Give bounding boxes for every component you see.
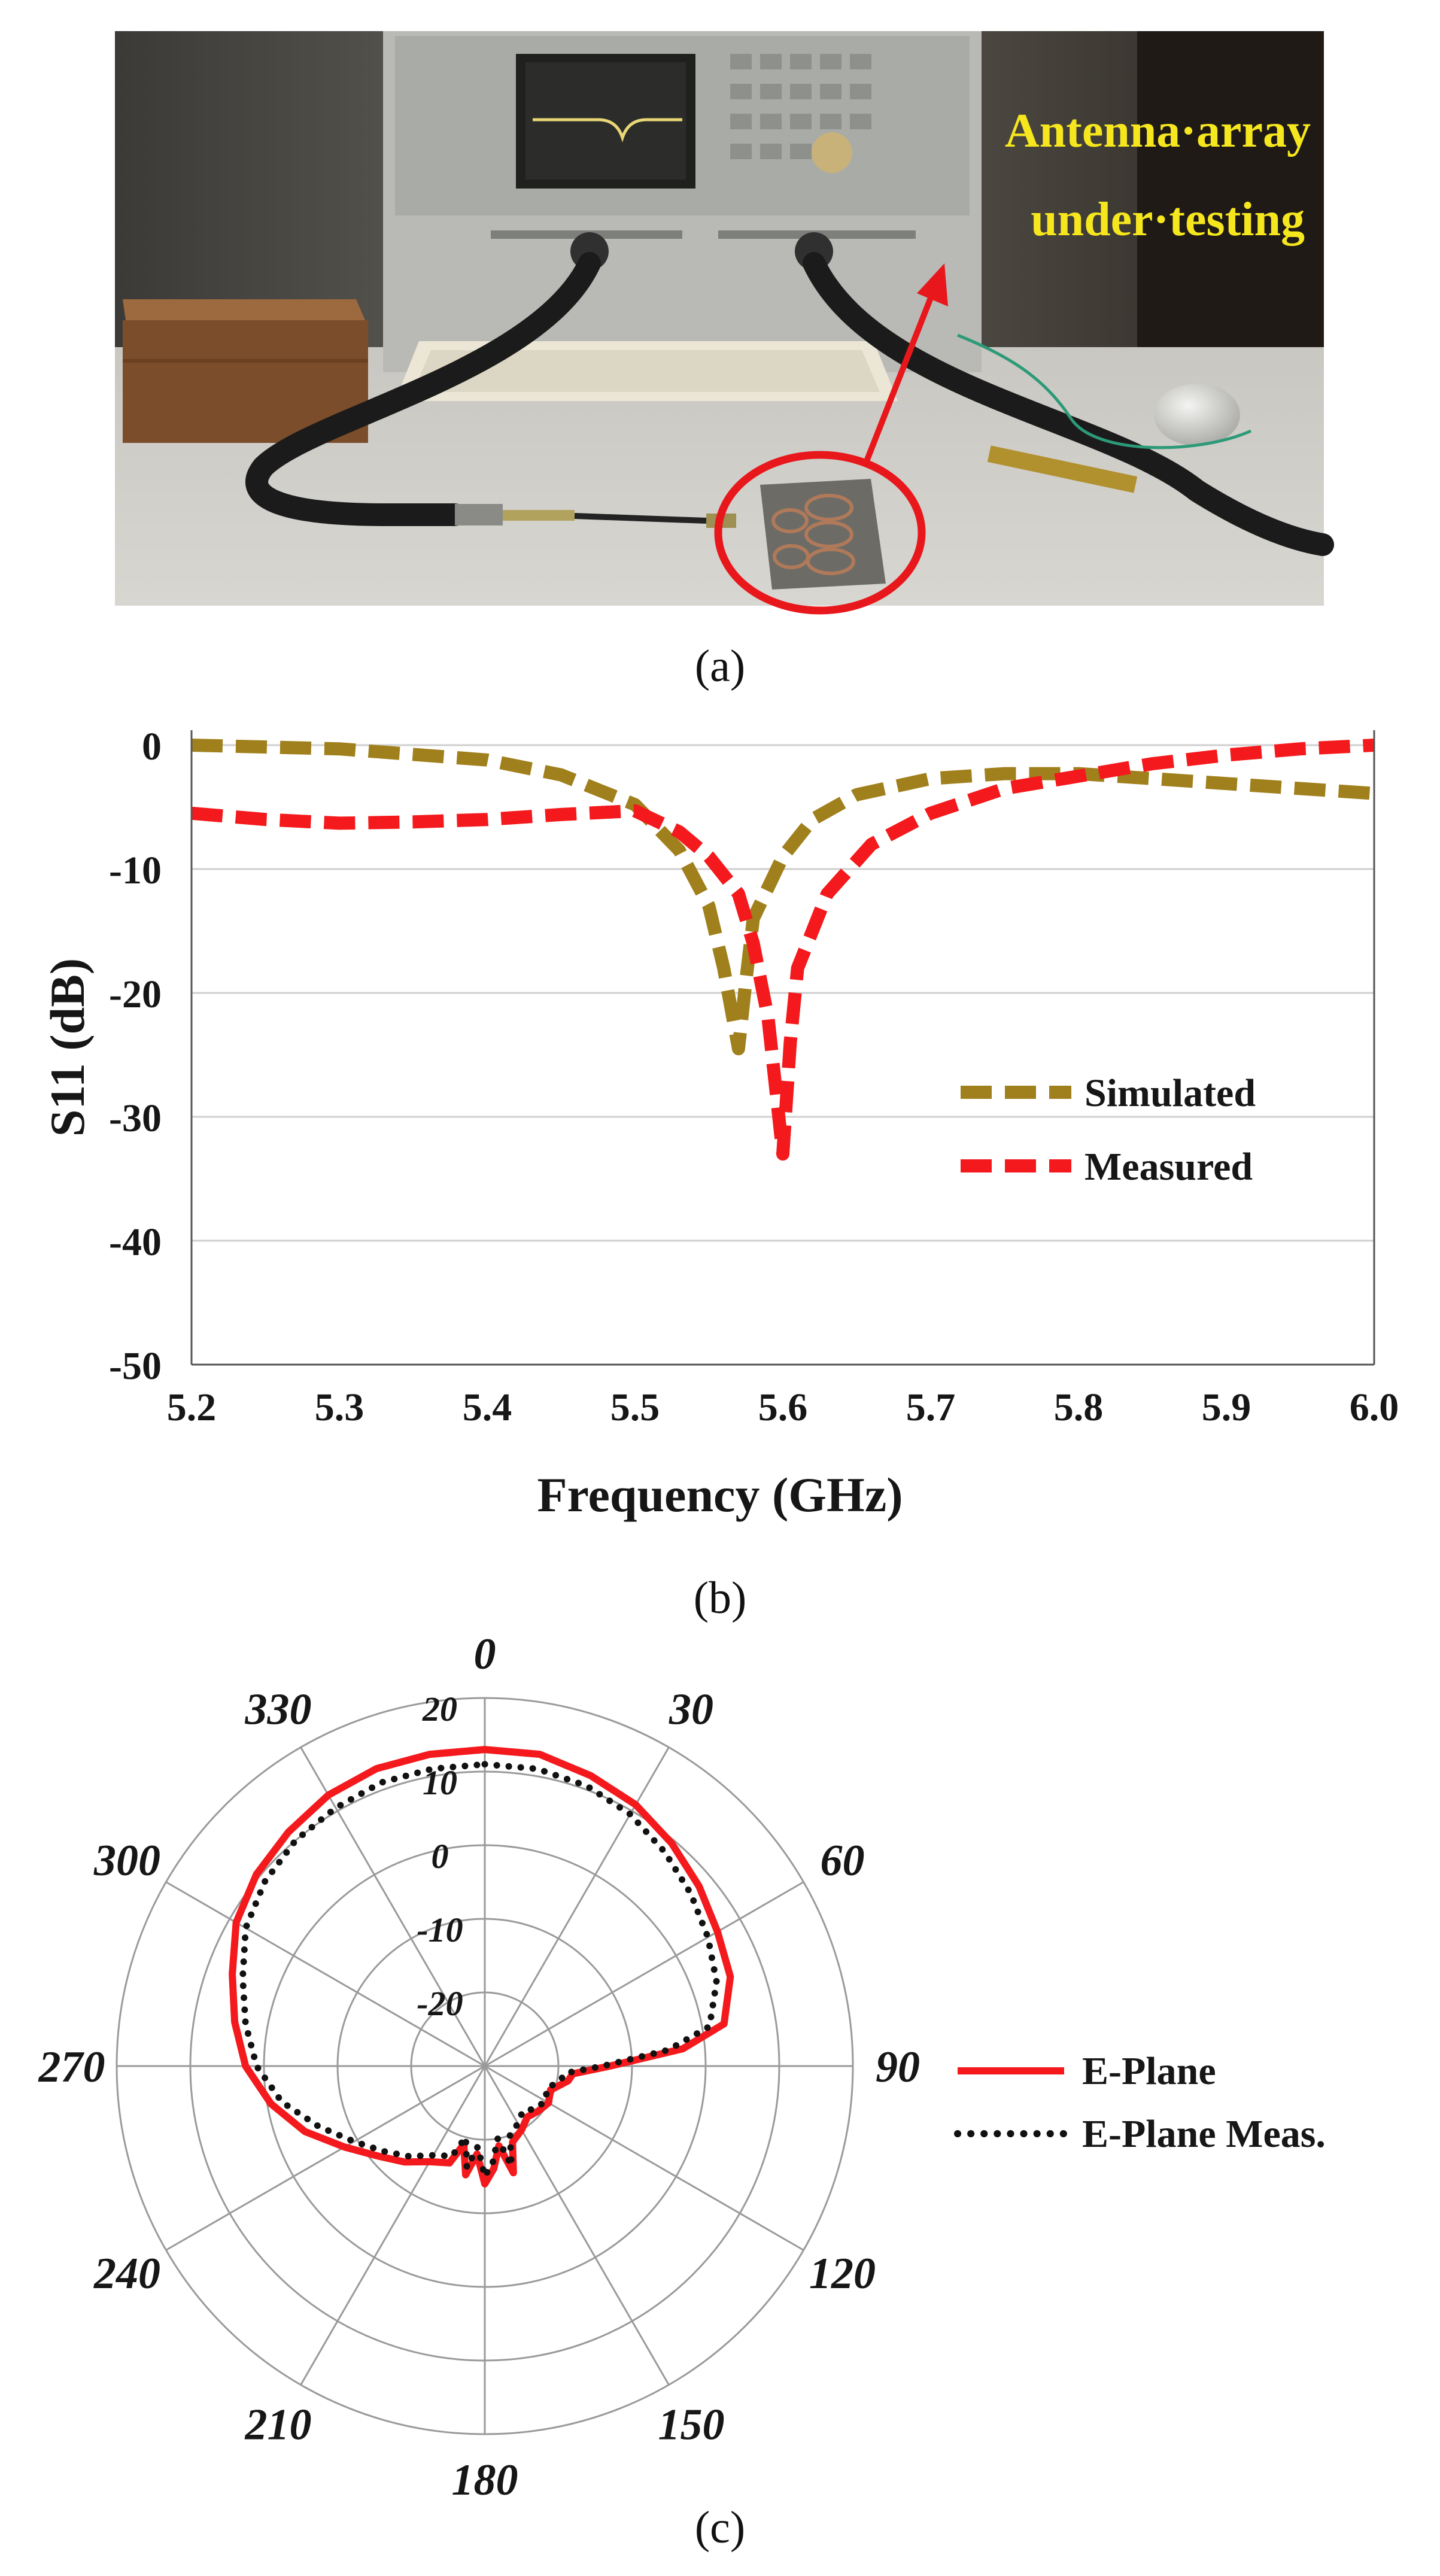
x-tick-label: 5.6 [758, 1386, 808, 1429]
y-tick-label: -10 [109, 849, 162, 892]
s11-x-axis-label: Frequency (GHz) [537, 1468, 903, 1522]
annotation-line1: Antenna·array [1005, 105, 1311, 157]
series-line-simulated [191, 739, 1375, 1056]
x-tick-label: 6.0 [1350, 1386, 1399, 1429]
panel-a-label: (a) [695, 641, 745, 691]
polar-legend: E-Plane E-Plane Meas. [954, 2049, 1326, 2156]
angle-tick-label: 120 [809, 2249, 876, 2298]
angle-tick-label: 150 [658, 2401, 725, 2450]
x-tick-label: 5.8 [1054, 1386, 1104, 1429]
polar-spoke [484, 2065, 804, 2251]
legend-label-e-plane-meas: E-Plane Meas. [1082, 2112, 1326, 2156]
radial-tick-label: -10 [417, 1910, 463, 1949]
polar-series-e-plane [229, 1746, 734, 2188]
polar-spoke [165, 2065, 485, 2251]
polar-pattern-chart: 20 10 0 -10 -20 0 30 60 90 120 150 180 210 240 270 300… [38, 1630, 1326, 2505]
legend-label-e-plane: E-Plane [1082, 2049, 1216, 2093]
panel-c-label: (c) [695, 2502, 745, 2553]
angle-tick-label: 210 [245, 2401, 312, 2450]
radial-tick-label: 20 [422, 1690, 457, 1729]
x-tick-label: 5.5 [610, 1386, 660, 1429]
x-tick-label: 5.7 [906, 1386, 956, 1429]
polar-series-e-plane-meas [239, 1761, 720, 2180]
polar-spoke [484, 1881, 804, 2067]
radial-tick-label: 0 [432, 1837, 449, 1876]
angle-tick-label: 60 [821, 1836, 865, 1885]
x-tick-label: 5.2 [167, 1386, 217, 1429]
x-tick-label: 5.3 [315, 1386, 364, 1429]
lab-photo [115, 31, 1334, 606]
polar-spoke [300, 2065, 486, 2386]
s11-legend: Simulated Measured [961, 1071, 1256, 1189]
angle-tick-label: 270 [38, 2043, 105, 2092]
y-tick-label: -20 [109, 973, 162, 1016]
legend-label-measured: Measured [1084, 1145, 1253, 1189]
y-tick-label: 0 [142, 725, 162, 768]
x-tick-label: 5.4 [463, 1386, 512, 1429]
y-tick-label: -40 [109, 1220, 162, 1264]
angle-tick-label: 240 [93, 2249, 160, 2298]
angle-tick-label: 90 [876, 2043, 920, 2092]
legend-label-simulated: Simulated [1084, 1071, 1256, 1115]
series-line-measured [191, 739, 1375, 1161]
panel-b-label: (b) [694, 1573, 747, 1623]
y-tick-label: -50 [109, 1344, 162, 1388]
angle-tick-label: 30 [669, 1685, 713, 1734]
polar-spoke [165, 1881, 485, 2067]
angle-tick-label: 0 [474, 1630, 496, 1679]
s11-y-axis-label: S11 (dB) [40, 958, 95, 1137]
y-tick-label: -30 [109, 1096, 162, 1140]
polar-spoke [484, 1746, 670, 2067]
polar-spoke [484, 2065, 670, 2386]
angle-tick-label: 180 [452, 2456, 518, 2505]
radial-tick-label: 10 [423, 1763, 457, 1802]
polar-spoke [300, 1746, 486, 2067]
s11-chart: 0 -10 -20 -30 -40 -50 5.2 5.3 5.4 5.5 5.6 5.7 5.8 5.… [40, 725, 1399, 1522]
dut-highlight [714, 263, 948, 615]
radial-tick-label: -20 [417, 1984, 463, 2023]
angle-tick-label: 300 [93, 1836, 160, 1885]
annotation-line2: under·testing [1031, 193, 1305, 246]
angle-tick-label: 330 [245, 1685, 312, 1734]
x-tick-label: 5.9 [1202, 1386, 1251, 1429]
